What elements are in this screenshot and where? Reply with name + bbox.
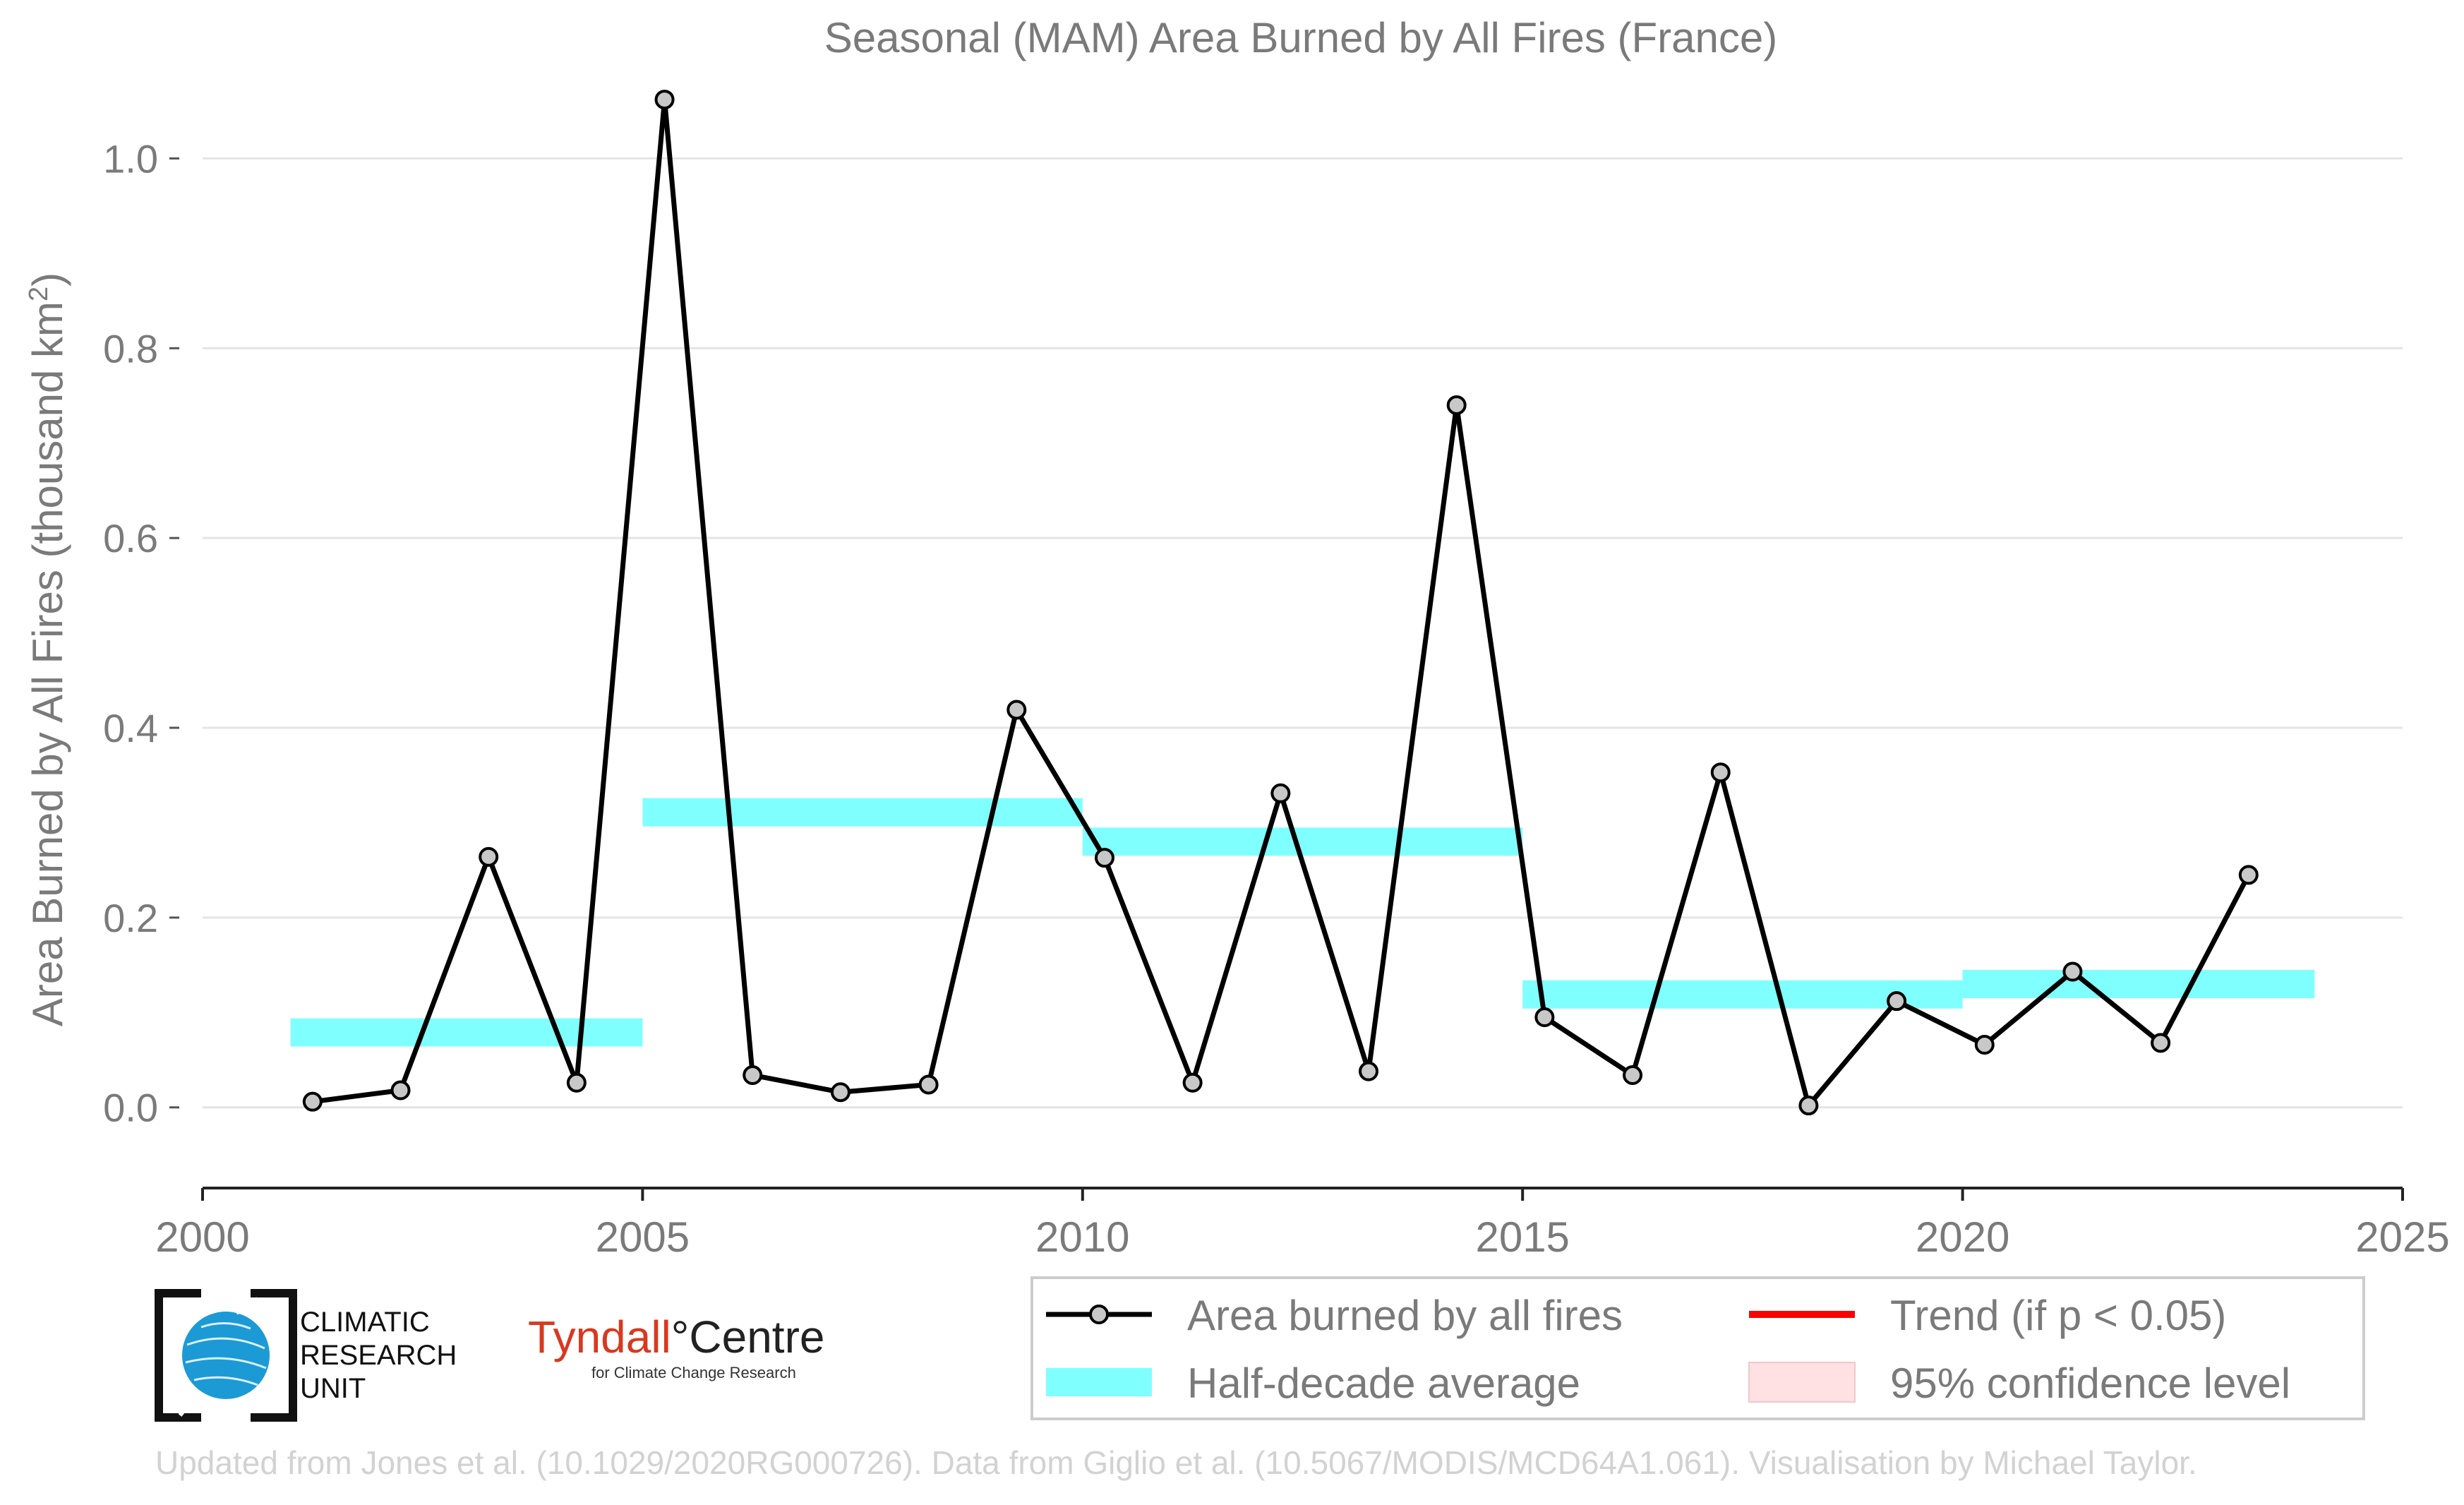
axes: 0.0 0.2 0.4 0.6 0.8 1.0 2000 2005 2010 2015 2020 20… [103,136,2450,1261]
cru-line-1: CLIMATIC [300,1307,430,1338]
legend-label: 95% confidence level [1890,1360,2290,1407]
tyndall-centre: Centre [689,1312,825,1362]
legend-label: Half-decade average [1187,1360,1580,1407]
tyndall-degree: ° [671,1312,690,1362]
data-point [566,1072,587,1093]
data-point [1270,783,1291,803]
tyndall-word: Tyndall [528,1312,671,1362]
data-point [390,1080,411,1101]
legend-key-marker [1089,1305,1109,1324]
x-tick-label: 2020 [1916,1213,2009,1261]
tyndall-wordmark: Tyndall°Centre [528,1314,839,1360]
cru-text: CLIMATIC RESEARCH UNIT [300,1306,457,1405]
y-tick-label: 0.2 [103,896,158,940]
y-axis-label-sup: 2 [24,287,54,301]
data-point [1182,1072,1203,1093]
series-area-burned [302,90,2259,1116]
cru-line-3: UNIT [300,1373,366,1404]
data-point [830,1082,851,1103]
cru-globe-icon [155,1289,297,1422]
half-decade-band [642,798,1083,827]
x-tick-label: 2025 [2355,1213,2449,1261]
y-axis-label: Area Burned by All Fires (thousand km2) [24,272,71,1026]
data-point [743,1065,763,1086]
legend-key-band [1046,1368,1152,1396]
cru-logo: CLIMATIC RESEARCH UNIT [152,1285,660,1426]
data-point [302,1091,323,1112]
data-point [1006,700,1027,720]
x-tick-label: 2010 [1035,1213,1129,1261]
data-point [1623,1065,1643,1086]
data-point [1094,848,1114,868]
data-point [2062,961,2083,982]
footer-credits: Updated from Jones et al. (10.1029/2020R… [155,1444,2197,1481]
legend-frame [1030,1276,2365,1420]
y-axis-label-end: ) [24,272,71,287]
legend-label: Trend (if p < 0.05) [1890,1292,2226,1339]
data-point [1534,1007,1555,1028]
gridlines [203,157,2403,1109]
data-point [1710,762,1731,783]
series-line [312,99,2251,1111]
half-decade-band [290,1018,643,1047]
x-tick-label: 2000 [155,1213,249,1261]
y-tick-label: 1.0 [103,136,158,181]
legend: Area burned by all fires Trend (if p < 0.… [1030,1276,2365,1420]
data-point [2151,1033,2171,1053]
tyndall-subtitle: for Climate Change Research [591,1364,796,1381]
chart-title: Seasonal (MAM) Area Burned by All Fires … [824,14,1778,61]
y-tick-label: 0.0 [103,1086,158,1130]
y-tick-label: 0.6 [103,516,158,560]
x-tick-label: 2015 [1475,1213,1569,1261]
cru-line-2: RESEARCH [300,1340,457,1371]
legend-label: Area burned by all fires [1187,1292,1623,1339]
y-tick-label: 0.4 [103,706,158,750]
legend-key-ci [1748,1362,1856,1403]
y-tick-label: 0.8 [103,326,158,371]
half-decade-bands [290,798,2315,1047]
data-point [1359,1061,1379,1081]
tyndall-logo: Tyndall°Centre for Climate Change Resear… [528,1314,839,1413]
data-point [1974,1035,1995,1055]
y-axis-label-main: Area Burned by All Fires (thousand km [24,301,71,1026]
data-point [2238,865,2259,885]
half-decade-band [1962,969,2315,998]
data-point [1798,1096,1819,1116]
data-point [1446,395,1467,415]
data-point [654,90,675,110]
data-point [1887,991,1907,1012]
half-decade-band [1082,827,1523,856]
x-tick-label: 2005 [596,1213,690,1261]
data-point [479,846,499,867]
data-point [918,1074,939,1095]
